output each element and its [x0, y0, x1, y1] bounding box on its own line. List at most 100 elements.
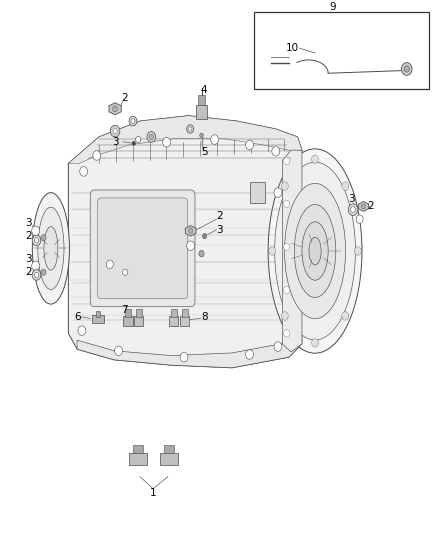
Circle shape [404, 66, 410, 72]
Circle shape [123, 269, 128, 276]
Circle shape [246, 350, 254, 359]
Circle shape [180, 352, 188, 362]
Circle shape [34, 272, 39, 278]
Circle shape [32, 270, 41, 280]
Bar [169, 316, 178, 326]
Circle shape [211, 135, 219, 144]
Bar [254, 12, 428, 89]
Bar [180, 316, 189, 326]
Polygon shape [185, 225, 196, 236]
Circle shape [93, 151, 101, 160]
Circle shape [149, 134, 153, 140]
Polygon shape [359, 201, 368, 211]
Text: 3: 3 [112, 136, 118, 147]
Circle shape [342, 312, 349, 320]
Circle shape [110, 125, 120, 137]
Circle shape [162, 138, 170, 147]
Circle shape [32, 226, 39, 236]
Circle shape [187, 125, 194, 133]
Circle shape [246, 140, 254, 150]
Text: 2: 2 [216, 211, 223, 221]
Text: 8: 8 [202, 312, 208, 322]
Text: 6: 6 [74, 312, 81, 322]
Circle shape [113, 128, 117, 134]
Bar [196, 104, 207, 119]
Ellipse shape [302, 222, 328, 280]
Bar [125, 309, 131, 317]
Text: 10: 10 [286, 43, 299, 53]
Circle shape [284, 200, 290, 208]
FancyBboxPatch shape [90, 190, 195, 307]
Circle shape [188, 228, 193, 233]
Bar [171, 309, 177, 317]
Circle shape [274, 188, 282, 197]
Bar [250, 182, 265, 203]
Circle shape [78, 326, 86, 335]
Circle shape [284, 329, 290, 337]
Circle shape [311, 338, 318, 347]
Circle shape [281, 312, 288, 320]
Text: 2: 2 [25, 231, 32, 241]
Circle shape [284, 244, 290, 251]
Bar [182, 309, 187, 317]
Circle shape [284, 286, 290, 294]
Polygon shape [109, 103, 121, 115]
Bar [163, 445, 174, 453]
Ellipse shape [294, 205, 336, 297]
Circle shape [32, 261, 39, 271]
Ellipse shape [268, 149, 362, 353]
Circle shape [269, 247, 276, 255]
Bar [134, 316, 144, 326]
Circle shape [274, 342, 282, 351]
Circle shape [272, 147, 280, 156]
Bar [123, 316, 133, 326]
Ellipse shape [309, 237, 321, 265]
Bar [136, 309, 142, 317]
Circle shape [202, 233, 207, 239]
Polygon shape [77, 330, 302, 368]
Ellipse shape [32, 192, 70, 304]
Circle shape [129, 116, 137, 126]
Circle shape [342, 182, 349, 190]
Circle shape [199, 251, 204, 257]
Bar [133, 445, 144, 453]
Circle shape [131, 119, 135, 123]
Bar [92, 314, 104, 323]
Text: 3: 3 [25, 219, 32, 229]
Circle shape [132, 141, 136, 146]
Circle shape [187, 241, 194, 251]
Text: 4: 4 [201, 85, 208, 95]
Polygon shape [68, 116, 302, 368]
Polygon shape [68, 116, 302, 164]
Text: 5: 5 [201, 147, 208, 157]
Bar [160, 453, 177, 465]
Text: 3: 3 [25, 254, 32, 264]
Text: 2: 2 [121, 93, 128, 103]
Text: 7: 7 [121, 305, 127, 315]
Circle shape [281, 182, 288, 190]
Circle shape [34, 238, 39, 243]
FancyBboxPatch shape [98, 198, 187, 299]
Circle shape [106, 260, 113, 269]
Circle shape [147, 132, 155, 142]
Circle shape [136, 136, 141, 143]
Text: 1: 1 [150, 488, 156, 497]
Bar [130, 453, 147, 465]
Polygon shape [283, 150, 302, 352]
Ellipse shape [285, 183, 346, 319]
Bar [198, 95, 205, 104]
Circle shape [32, 235, 41, 246]
Circle shape [188, 127, 192, 131]
Text: 3: 3 [216, 225, 223, 235]
Circle shape [356, 215, 363, 223]
Circle shape [351, 207, 356, 213]
Circle shape [311, 155, 318, 164]
Bar [96, 311, 100, 317]
Text: 3: 3 [348, 194, 355, 204]
Circle shape [200, 133, 203, 138]
Circle shape [115, 346, 123, 356]
Circle shape [113, 106, 117, 112]
Ellipse shape [38, 207, 64, 289]
Circle shape [80, 167, 88, 176]
Text: 2: 2 [25, 267, 32, 277]
